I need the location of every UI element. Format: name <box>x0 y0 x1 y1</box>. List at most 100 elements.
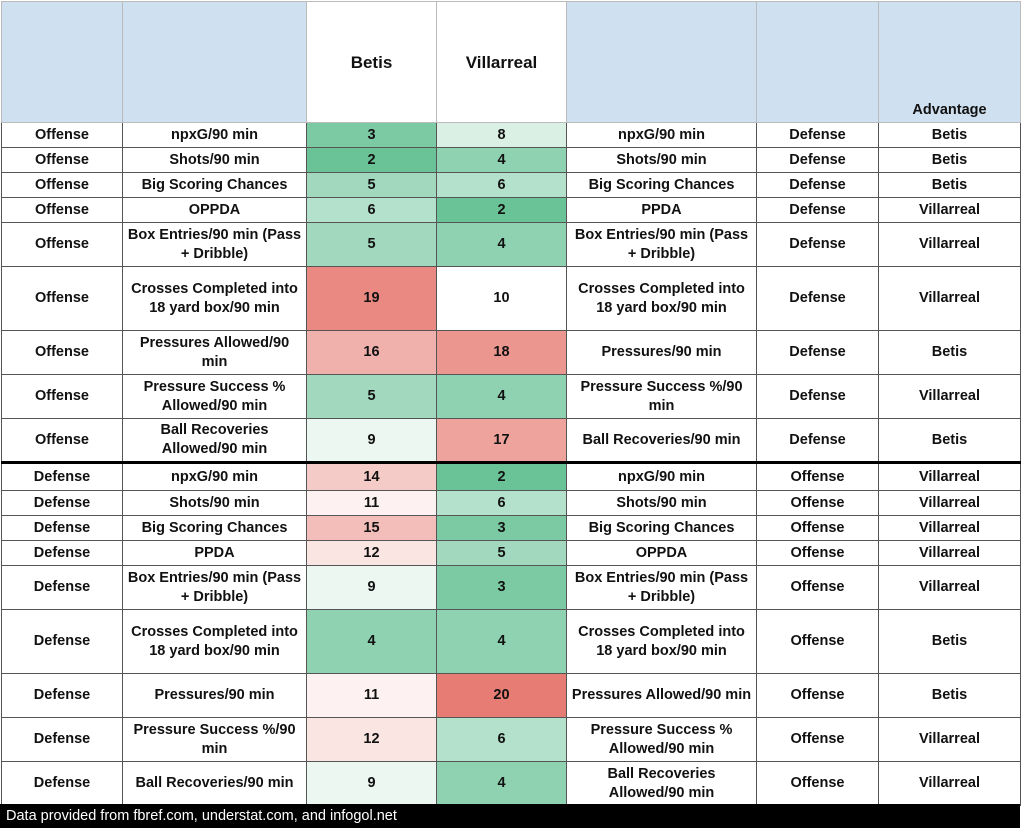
metric-cell: Shots/90 min <box>122 147 307 173</box>
advantage-cell: Villarreal <box>878 197 1021 223</box>
betis-rank-cell: 3 <box>306 122 437 148</box>
villarreal-rank-cell: 4 <box>436 761 567 806</box>
metric-cell: Shots/90 min <box>122 490 307 516</box>
table-row: Defense PPDA 12 5 OPPDA Offense Villarreal <box>1 540 1021 566</box>
side-cell: Offense <box>1 197 123 223</box>
villarreal-rank-cell: 4 <box>436 609 567 674</box>
betis-rank-cell: 19 <box>306 266 437 331</box>
comparison-table: Betis Villarreal Advantage Offense npxG/9… <box>1 1 1021 806</box>
metric-cell: Big Scoring Chances <box>122 172 307 198</box>
opponent-side-cell: Defense <box>756 122 879 148</box>
advantage-cell: Villarreal <box>878 540 1021 566</box>
opponent-metric-cell: Pressure Success %/90 min <box>566 374 757 419</box>
opponent-side-cell: Defense <box>756 330 879 375</box>
metric-cell: Pressure Success % Allowed/90 min <box>122 374 307 419</box>
opponent-metric-cell: Pressures Allowed/90 min <box>566 673 757 718</box>
advantage-cell: Betis <box>878 172 1021 198</box>
metric-cell: npxG/90 min <box>122 461 307 491</box>
opponent-side-cell: Defense <box>756 222 879 267</box>
opponent-side-cell: Offense <box>756 540 879 566</box>
opponent-side-cell: Offense <box>756 717 879 762</box>
side-cell: Offense <box>1 172 123 198</box>
side-cell: Offense <box>1 418 123 463</box>
table-row: Offense Ball Recoveries Allowed/90 min 9 17… <box>1 418 1021 463</box>
side-cell: Offense <box>1 374 123 419</box>
villarreal-rank-cell: 4 <box>436 374 567 419</box>
table-row: Offense Crosses Completed into 18 yard bo… <box>1 266 1021 331</box>
header-row: Betis Villarreal Advantage <box>1 1 1021 123</box>
table-row: Offense Box Entries/90 min (Pass + Dribbl… <box>1 222 1021 267</box>
betis-rank-cell: 9 <box>306 418 437 463</box>
metric-cell: Pressures/90 min <box>122 673 307 718</box>
table-row: Offense Pressure Success % Allowed/90 min… <box>1 374 1021 419</box>
opponent-side-cell: Offense <box>756 515 879 541</box>
table-row: Defense Pressures/90 min 11 20 Pressures All… <box>1 673 1021 718</box>
metric-cell: Ball Recoveries/90 min <box>122 761 307 806</box>
villarreal-rank-cell: 17 <box>436 418 567 463</box>
metric-cell: Box Entries/90 min (Pass + Dribble) <box>122 565 307 610</box>
advantage-cell: Betis <box>878 122 1021 148</box>
betis-rank-cell: 2 <box>306 147 437 173</box>
advantage-cell: Villarreal <box>878 490 1021 516</box>
side-cell: Offense <box>1 222 123 267</box>
table-row: Defense Box Entries/90 min (Pass + Dribbl… <box>1 565 1021 610</box>
table-row: Offense Big Scoring Chances 5 6 Big Scoring … <box>1 172 1021 198</box>
table-row: Offense OPPDA 6 2 PPDA Defense Villarreal <box>1 197 1021 223</box>
header-betis: Betis <box>306 1 437 123</box>
advantage-cell: Betis <box>878 609 1021 674</box>
table-row: Offense Pressures Allowed/90 min 16 18 Press… <box>1 330 1021 375</box>
opponent-metric-cell: Pressures/90 min <box>566 330 757 375</box>
table-row: Defense Big Scoring Chances 15 3 Big Scoring… <box>1 515 1021 541</box>
table-row: Offense Shots/90 min 2 4 Shots/90 min Defense… <box>1 147 1021 173</box>
header-advantage: Advantage <box>878 1 1021 123</box>
opponent-side-cell: Offense <box>756 461 879 491</box>
betis-rank-cell: 14 <box>306 461 437 491</box>
opponent-metric-cell: Ball Recoveries Allowed/90 min <box>566 761 757 806</box>
opponent-side-cell: Defense <box>756 266 879 331</box>
villarreal-rank-cell: 10 <box>436 266 567 331</box>
opponent-metric-cell: PPDA <box>566 197 757 223</box>
opponent-side-cell: Offense <box>756 565 879 610</box>
betis-rank-cell: 11 <box>306 490 437 516</box>
opponent-metric-cell: npxG/90 min <box>566 122 757 148</box>
opponent-metric-cell: Shots/90 min <box>566 490 757 516</box>
villarreal-rank-cell: 2 <box>436 197 567 223</box>
metric-cell: Crosses Completed into 18 yard box/90 mi… <box>122 609 307 674</box>
opponent-side-cell: Offense <box>756 490 879 516</box>
side-cell: Defense <box>1 515 123 541</box>
metric-cell: Big Scoring Chances <box>122 515 307 541</box>
opponent-side-cell: Defense <box>756 172 879 198</box>
side-cell: Offense <box>1 122 123 148</box>
source-footer: Data provided from fbref.com, understat.… <box>0 804 1020 828</box>
opponent-metric-cell: Pressure Success % Allowed/90 min <box>566 717 757 762</box>
metric-cell: PPDA <box>122 540 307 566</box>
advantage-cell: Villarreal <box>878 761 1021 806</box>
villarreal-rank-cell: 18 <box>436 330 567 375</box>
advantage-cell: Betis <box>878 147 1021 173</box>
metric-cell: OPPDA <box>122 197 307 223</box>
side-cell: Defense <box>1 673 123 718</box>
side-cell: Offense <box>1 266 123 331</box>
villarreal-rank-cell: 3 <box>436 515 567 541</box>
opponent-side-cell: Offense <box>756 761 879 806</box>
opponent-metric-cell: Crosses Completed into 18 yard box/90 mi… <box>566 266 757 331</box>
advantage-cell: Betis <box>878 673 1021 718</box>
side-cell: Defense <box>1 565 123 610</box>
opponent-metric-cell: Box Entries/90 min (Pass + Dribble) <box>566 222 757 267</box>
betis-rank-cell: 12 <box>306 540 437 566</box>
advantage-cell: Villarreal <box>878 717 1021 762</box>
betis-rank-cell: 12 <box>306 717 437 762</box>
side-cell: Offense <box>1 147 123 173</box>
header-blank <box>122 1 307 123</box>
metric-cell: Ball Recoveries Allowed/90 min <box>122 418 307 463</box>
metric-cell: npxG/90 min <box>122 122 307 148</box>
villarreal-rank-cell: 6 <box>436 172 567 198</box>
header-villarreal: Villarreal <box>436 1 567 123</box>
advantage-cell: Villarreal <box>878 565 1021 610</box>
metric-cell: Pressure Success %/90 min <box>122 717 307 762</box>
opponent-metric-cell: Shots/90 min <box>566 147 757 173</box>
opponent-metric-cell: Ball Recoveries/90 min <box>566 418 757 463</box>
table-row: Defense Pressure Success %/90 min 12 6 Press… <box>1 717 1021 762</box>
table-row: Defense Crosses Completed into 18 yard bo… <box>1 609 1021 674</box>
opponent-metric-cell: Big Scoring Chances <box>566 172 757 198</box>
